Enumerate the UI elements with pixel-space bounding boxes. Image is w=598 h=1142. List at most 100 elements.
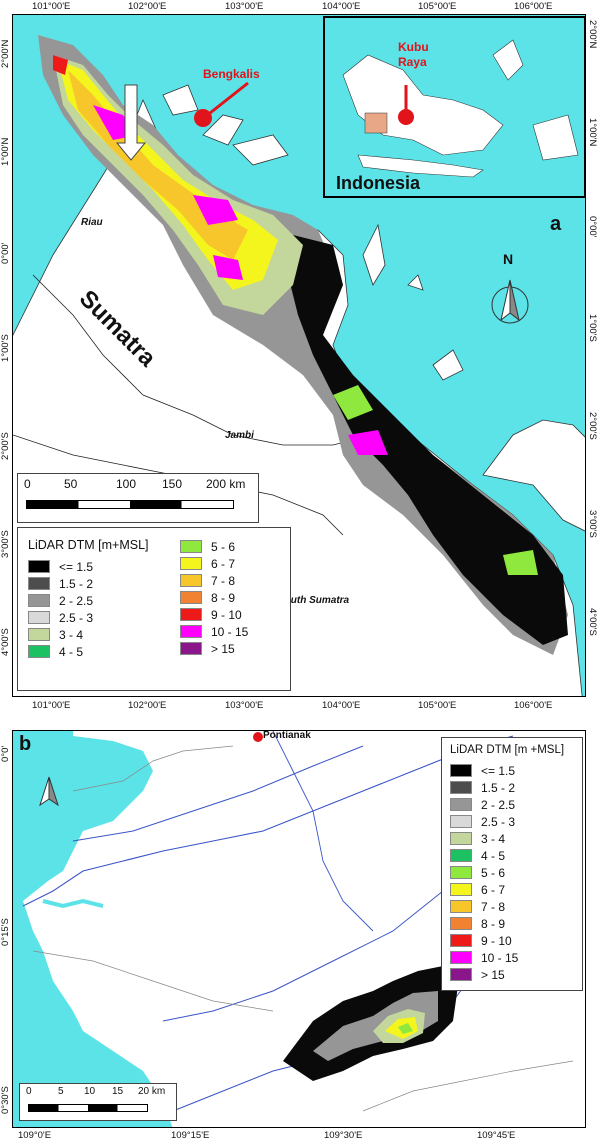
legend-item: 10 - 15 — [180, 623, 248, 640]
label-south-sumatra: South Sumatra — [278, 595, 350, 606]
legend-swatch — [28, 611, 50, 624]
legend-swatch — [450, 934, 472, 947]
kubu-raya-marker-icon — [398, 109, 414, 125]
axis-tick-label: 1°00'S — [0, 334, 11, 362]
axis-tick-label: 101°00'E — [32, 700, 71, 711]
legend-swatch — [450, 968, 472, 981]
legend-item: 2.5 - 3 — [450, 813, 518, 830]
borneo-land — [482, 419, 585, 532]
scale-tick: 0 — [26, 1086, 32, 1097]
island — [407, 274, 424, 291]
label-bengkalis: Bengkalis — [203, 67, 260, 81]
dtm-gray — [313, 991, 438, 1061]
axis-tick-label: 101°00'E — [32, 1, 71, 12]
legend-item: 3 - 4 — [28, 626, 93, 643]
legend-swatch — [180, 574, 202, 587]
river — [72, 745, 364, 842]
label-kubu-raya: Kubu Raya — [398, 40, 429, 69]
legend-item: 8 - 9 — [450, 915, 518, 932]
legend-label: 5 - 6 — [481, 865, 506, 880]
legend-b: LiDAR DTM [m +MSL] <= 1.5 1.5 - 2 2 - 2.5 2… — [441, 737, 583, 991]
legend-item: 1.5 - 2 — [28, 575, 93, 592]
scale-tick: 100 — [116, 477, 137, 491]
legend-label: 8 - 9 — [481, 916, 506, 931]
legend-item: 10 - 15 — [450, 949, 518, 966]
legend-swatch — [180, 642, 202, 655]
bengkalis-marker-icon — [194, 109, 212, 127]
legend-swatch — [450, 883, 472, 896]
legend-item: > 15 — [180, 640, 248, 657]
axis-tick-label: 102°00'E — [128, 1, 167, 12]
legend-item: 2 - 2.5 — [450, 796, 518, 813]
island — [162, 84, 199, 116]
axis-tick-label: 4°00'S — [0, 628, 11, 656]
legend-swatch — [28, 628, 50, 641]
legend-item: 4 - 5 — [450, 847, 518, 864]
scale-tick: 0 — [24, 477, 31, 491]
boundary — [32, 950, 274, 1012]
scale-bar: 0 50 100 150 200 km — [17, 473, 259, 523]
axis-tick-label: 0°15'S — [0, 918, 11, 946]
legend-item: 6 - 7 — [180, 555, 248, 572]
scale-bar-graphic — [26, 500, 234, 509]
label-riau: Riau — [81, 217, 103, 228]
dtm-magenta — [348, 430, 388, 455]
dtm-magenta — [213, 255, 243, 280]
axis-tick-label: 0°30'S — [0, 1086, 11, 1114]
legend-item: 2.5 - 3 — [28, 609, 93, 626]
legend-label: 2 - 2.5 — [481, 797, 516, 812]
axis-tick-label: 104°00'E — [322, 700, 361, 711]
legend-label: <= 1.5 — [481, 763, 516, 778]
legend-label: > 15 — [211, 641, 235, 656]
legend-swatch — [450, 917, 472, 930]
scale-bar: 0 5 10 15 20 km — [19, 1083, 177, 1121]
legend-item: > 15 — [450, 966, 518, 983]
scale-tick: 10 — [84, 1086, 96, 1097]
dtm-magenta — [193, 195, 238, 225]
dtm-black — [288, 235, 568, 645]
north-arrow-icon — [39, 776, 59, 807]
legend-swatch — [180, 591, 202, 604]
legend-a: LiDAR DTM [m+MSL] <= 1.5 1.5 - 2 2 - 2.5 2.… — [17, 527, 291, 691]
legend-label: 10 - 15 — [481, 950, 519, 965]
inset-land — [532, 114, 579, 161]
legend-item: 1.5 - 2 — [450, 779, 518, 796]
island — [362, 223, 386, 286]
scale-tick: 50 — [64, 477, 78, 491]
legend-swatch — [450, 832, 472, 845]
legend-label: 6 - 7 — [481, 882, 506, 897]
axis-tick-label: 104°00'E — [322, 1, 361, 12]
legend-title: LiDAR DTM [m +MSL] — [450, 744, 565, 756]
inset-land — [492, 39, 524, 81]
legend-item: <= 1.5 — [28, 558, 93, 575]
legend-swatch — [28, 577, 50, 590]
inset-sumatra-highlight — [364, 112, 388, 134]
legend-item: 9 - 10 — [180, 606, 248, 623]
legend-label: 7 - 8 — [481, 899, 506, 914]
panel-a-label: a — [550, 213, 562, 235]
legend-title: LiDAR DTM [m+MSL] — [28, 538, 149, 552]
axis-tick-label: 2°00'S — [587, 412, 598, 440]
legend-item: 3 - 4 — [450, 830, 518, 847]
legend-label: 9 - 10 — [481, 933, 512, 948]
axis-tick-label: 105°00'E — [418, 1, 457, 12]
axis-tick-label: 0°00' — [0, 242, 11, 264]
legend-label: 1.5 - 2 — [481, 780, 516, 795]
boundary — [362, 1060, 574, 1112]
legend-swatch — [450, 866, 472, 879]
legend-column: <= 1.5 1.5 - 2 2 - 2.5 2.5 - 3 3 - 4 4 - 5 — [28, 558, 93, 660]
scale-tick: 150 — [162, 477, 183, 491]
legend-label: 9 - 10 — [211, 607, 242, 622]
axis-tick-label: 3°00'S — [0, 530, 11, 558]
boundary — [72, 745, 234, 792]
map-panel-a: Bengkalis Kubu Raya Indonesia a N Riau S… — [12, 14, 586, 697]
scale-tick: 20 km — [138, 1086, 166, 1097]
legend-swatch — [450, 798, 472, 811]
north-label: N — [503, 251, 514, 267]
legend-item: 9 - 10 — [450, 932, 518, 949]
map-panel-b: b Pontianak 0 5 10 15 20 km LiDAR DTM [m… — [12, 730, 586, 1128]
island — [202, 114, 244, 146]
legend-item: 5 - 6 — [450, 864, 518, 881]
island — [432, 349, 464, 381]
axis-tick-label: 1°00'N — [587, 118, 598, 147]
